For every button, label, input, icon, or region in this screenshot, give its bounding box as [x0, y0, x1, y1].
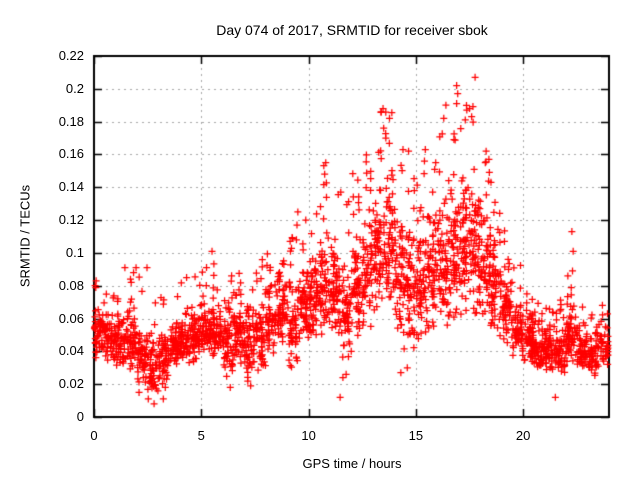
y-axis-label: SRMTID / TECUs [17, 184, 33, 288]
y-tick-label: 0.06 [58, 310, 84, 326]
y-tick-label: 0.2 [65, 80, 84, 96]
x-tick-label: 20 [515, 428, 531, 443]
x-axis-label: GPS time / hours [302, 456, 402, 471]
y-tick-label: 0.14 [58, 179, 84, 195]
y-tick-label: 0.08 [58, 277, 84, 293]
x-tick-label: 5 [197, 428, 205, 443]
x-tick-label: 0 [90, 428, 98, 443]
x-tick-label: 15 [408, 428, 424, 443]
y-tick-label: 0.12 [58, 212, 84, 228]
y-tick-label: 0.16 [58, 146, 84, 162]
x-tick-label: 10 [301, 428, 316, 443]
y-tick-label: 0.02 [58, 376, 84, 392]
y-tick-label: 0.04 [58, 343, 84, 359]
y-tick-label: 0.22 [58, 48, 84, 63]
y-tick-label: 0.18 [58, 113, 84, 129]
y-tick-label: 0.1 [65, 244, 84, 260]
y-tick-label: 0 [76, 409, 84, 424]
chart-title: Day 074 of 2017, SRMTID for receiver sbo… [216, 22, 488, 38]
